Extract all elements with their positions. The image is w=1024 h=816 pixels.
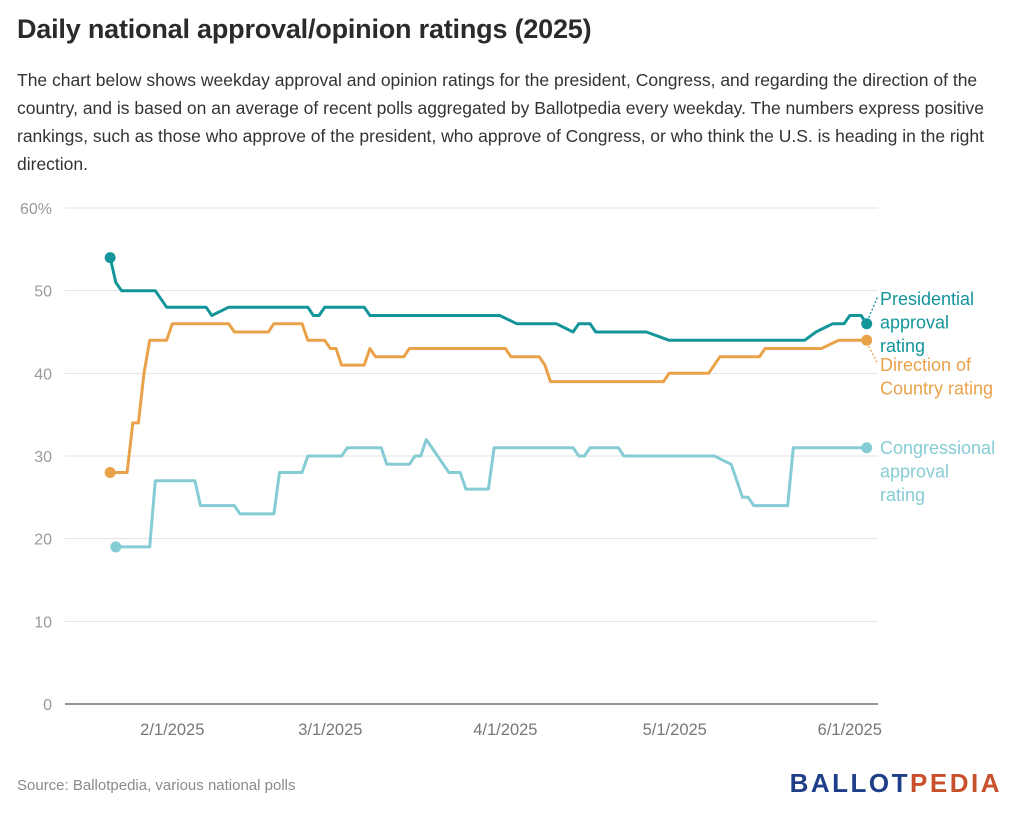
series-label-congressional: Congressional approval rating bbox=[880, 438, 995, 505]
y-tick-label: 60% bbox=[20, 201, 52, 218]
series-line-presidential bbox=[108, 256, 869, 342]
series-end-point-presidential bbox=[861, 318, 873, 330]
y-tick-label: 0 bbox=[43, 697, 52, 714]
label-connector-presidential bbox=[868, 295, 879, 318]
chart-title: Daily national approval/opinion ratings … bbox=[17, 14, 592, 44]
x-tick-label: 6/1/2025 bbox=[818, 721, 882, 739]
series-label-line: Presidential bbox=[880, 289, 974, 309]
series-line-congressional bbox=[114, 438, 869, 549]
series-label-line: rating bbox=[880, 485, 925, 505]
label-connector-direction bbox=[868, 345, 879, 365]
series-start-point-presidential bbox=[104, 252, 116, 264]
series-start-point-direction bbox=[104, 467, 116, 479]
ballotpedia-logo: BALLOTPEDIA bbox=[790, 768, 1002, 799]
series-label-line: Congressional bbox=[880, 438, 995, 458]
series-label-presidential: Presidential approval rating bbox=[880, 289, 974, 356]
logo-part-pedia: PEDIA bbox=[910, 768, 1002, 798]
chart-subtitle: The chart below shows weekday approval a… bbox=[17, 70, 984, 174]
series-end-point-congressional bbox=[861, 442, 873, 454]
series-end-point-direction bbox=[861, 334, 873, 346]
y-tick-label: 50 bbox=[34, 284, 52, 301]
series-line-direction bbox=[108, 322, 869, 474]
series-label-line: approval bbox=[880, 462, 949, 482]
series-label-line: Direction of bbox=[880, 355, 972, 375]
series-label-line: rating bbox=[880, 336, 925, 356]
y-tick-label: 40 bbox=[34, 366, 52, 383]
series-label-direction: Direction of Country rating bbox=[880, 355, 993, 399]
source-note: Source: Ballotpedia, various national po… bbox=[17, 777, 296, 794]
series-label-line: approval bbox=[880, 313, 949, 333]
x-tick-label: 3/1/2025 bbox=[298, 721, 362, 739]
series-label-line: Country rating bbox=[880, 379, 993, 399]
y-tick-label: 10 bbox=[34, 614, 52, 631]
x-tick-label: 4/1/2025 bbox=[473, 721, 537, 739]
x-tick-label: 5/1/2025 bbox=[643, 721, 707, 739]
y-tick-label: 30 bbox=[34, 449, 52, 466]
series-start-point-congressional bbox=[110, 541, 122, 553]
x-tick-label: 2/1/2025 bbox=[140, 721, 204, 739]
y-tick-label: 20 bbox=[34, 532, 52, 549]
line-chart: 0 10 20 30 40 50 60% 2/1/2025 3/1/2025 4/1/2025 5/… bbox=[20, 201, 995, 739]
logo-part-ballot: BALLOT bbox=[789, 768, 911, 798]
